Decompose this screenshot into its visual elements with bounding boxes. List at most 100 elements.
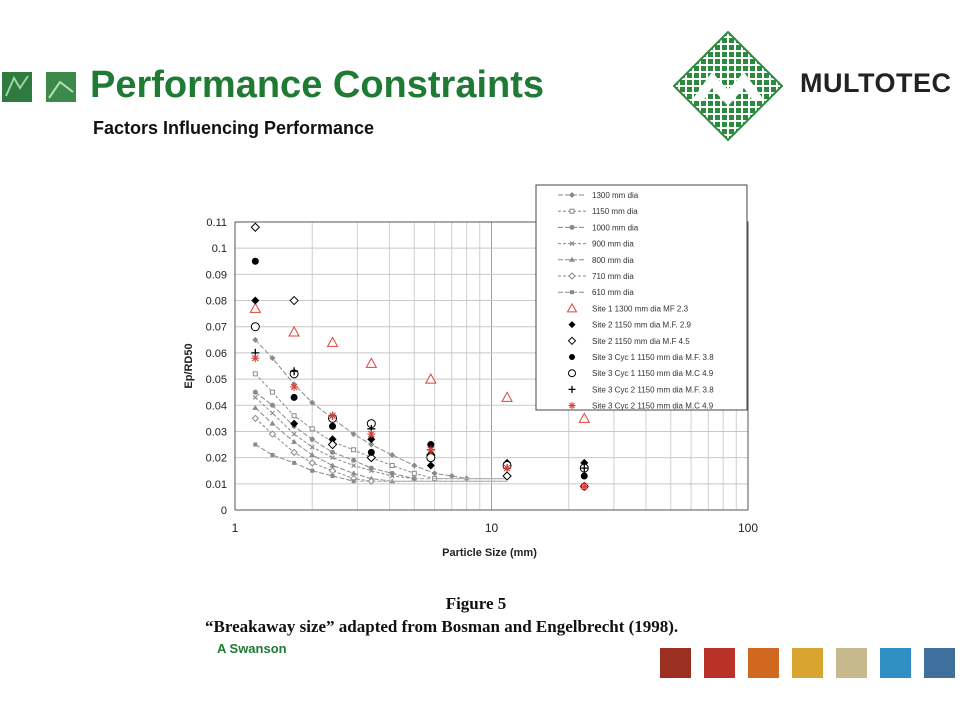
legend-label: 800 mm dia [592, 256, 634, 265]
data-point [330, 455, 335, 461]
legend-entry: 1150 mm dia [558, 207, 638, 216]
data-point [448, 472, 455, 479]
data-point [252, 371, 258, 377]
legend-entry: 1300 mm dia [558, 191, 639, 200]
legend-label: Site 2 1150 mm dia M.F 4.5 [592, 337, 690, 346]
legend-entry: Site 2 1150 mm dia M.F. 2.9 [568, 321, 692, 330]
plot-frame [234, 221, 749, 511]
legend-label: 610 mm dia [592, 288, 634, 297]
data-point [350, 431, 357, 438]
footer-thumbnail [704, 648, 735, 678]
header-thumbnail-1 [2, 72, 32, 102]
data-point [270, 410, 275, 416]
data-point [389, 452, 396, 459]
data-point [251, 354, 260, 363]
legend-entry: 800 mm dia [558, 256, 634, 265]
legend-marker [568, 369, 576, 378]
legend-marker [567, 336, 577, 346]
y-tick-label: 0.06 [206, 348, 227, 360]
data-point [411, 462, 418, 469]
data-point [290, 382, 299, 391]
data-point [502, 471, 512, 481]
y-tick-label: 0.11 [206, 217, 227, 229]
x-tick-label: 100 [738, 521, 758, 535]
legend-label: Site 2 1150 mm dia M.F. 2.9 [592, 321, 692, 330]
data-point [368, 441, 375, 448]
data-point [367, 448, 375, 456]
x-tick-label: 10 [485, 521, 499, 535]
y-tick-label: 0.02 [206, 453, 227, 465]
multotec-logo-icon [672, 30, 784, 142]
series-line [254, 373, 435, 480]
data-point [367, 435, 376, 444]
data-point [580, 464, 589, 473]
footer-thumbnail [792, 648, 823, 678]
data-point [270, 453, 275, 458]
legend-entry: Site 3 Cyc 1 1150 mm dia M.C 4.9 [568, 369, 714, 378]
brand-name: MULTOTEC [800, 68, 952, 98]
data-point [308, 459, 316, 467]
data-point [351, 457, 357, 463]
data-point [351, 447, 357, 453]
series-line [254, 339, 467, 480]
data-point [249, 302, 262, 313]
data-point [580, 482, 589, 491]
y-tick-label: 0.09 [206, 269, 227, 281]
legend-entry: 900 mm dia [558, 240, 634, 249]
data-point [578, 412, 591, 423]
y-tick-label: 0.03 [206, 426, 227, 438]
x-axis-label: Particle Size (mm) [442, 547, 537, 559]
legend-entry: Site 1 1300 mm dia MF 2.3 [566, 302, 689, 313]
y-tick-label: 0.08 [206, 296, 227, 308]
data-point [328, 435, 337, 444]
legend-marker [569, 241, 575, 247]
legend-marker [569, 224, 575, 230]
data-point [289, 295, 299, 306]
data-point [368, 468, 374, 474]
legend-marker [570, 290, 574, 295]
legend-label: Site 3 Cyc 1 1150 mm dia M.F. 3.8 [592, 353, 714, 362]
data-point [250, 222, 261, 232]
chart-series-14 [251, 354, 589, 491]
header-thumbnail-2 [46, 72, 76, 102]
legend-label: Site 1 1300 mm dia MF 2.3 [592, 304, 689, 313]
data-point [253, 442, 258, 447]
data-point [351, 463, 357, 468]
data-point [291, 438, 298, 444]
data-point [426, 445, 435, 454]
data-point [329, 462, 336, 468]
legend-marker [569, 192, 575, 198]
data-point [251, 414, 260, 423]
data-point [309, 452, 316, 458]
legend-entry: 610 mm dia [558, 288, 634, 297]
y-tick-label: 0 [221, 505, 227, 517]
data-point [328, 467, 337, 475]
data-point [269, 389, 275, 395]
figure-title: Figure 5 [445, 594, 507, 613]
y-tick-label: 0.01 [206, 479, 227, 491]
legend-label: 710 mm dia [592, 272, 634, 281]
data-point [309, 444, 315, 450]
data-point [503, 464, 512, 473]
y-tick-label: 0.05 [206, 374, 227, 386]
data-point [290, 419, 299, 428]
data-point [389, 473, 395, 479]
legend-marker [569, 354, 575, 360]
data-point [252, 404, 259, 410]
legend-marker [569, 256, 575, 262]
data-point [268, 430, 277, 438]
data-point [389, 470, 395, 476]
data-point [252, 394, 258, 400]
data-point [411, 470, 417, 476]
footer-thumbnail [748, 648, 779, 678]
legend-label: 1000 mm dia [592, 223, 639, 232]
legend-entry: 710 mm dia [558, 272, 634, 281]
data-point [288, 325, 300, 337]
data-point [389, 462, 395, 468]
legend-entry: Site 2 1150 mm dia M.F 4.5 [567, 336, 690, 346]
legend-marker [568, 402, 576, 410]
x-tick-label: 1 [232, 521, 239, 535]
data-point [252, 336, 259, 343]
data-point [251, 296, 260, 305]
data-point [309, 426, 315, 432]
